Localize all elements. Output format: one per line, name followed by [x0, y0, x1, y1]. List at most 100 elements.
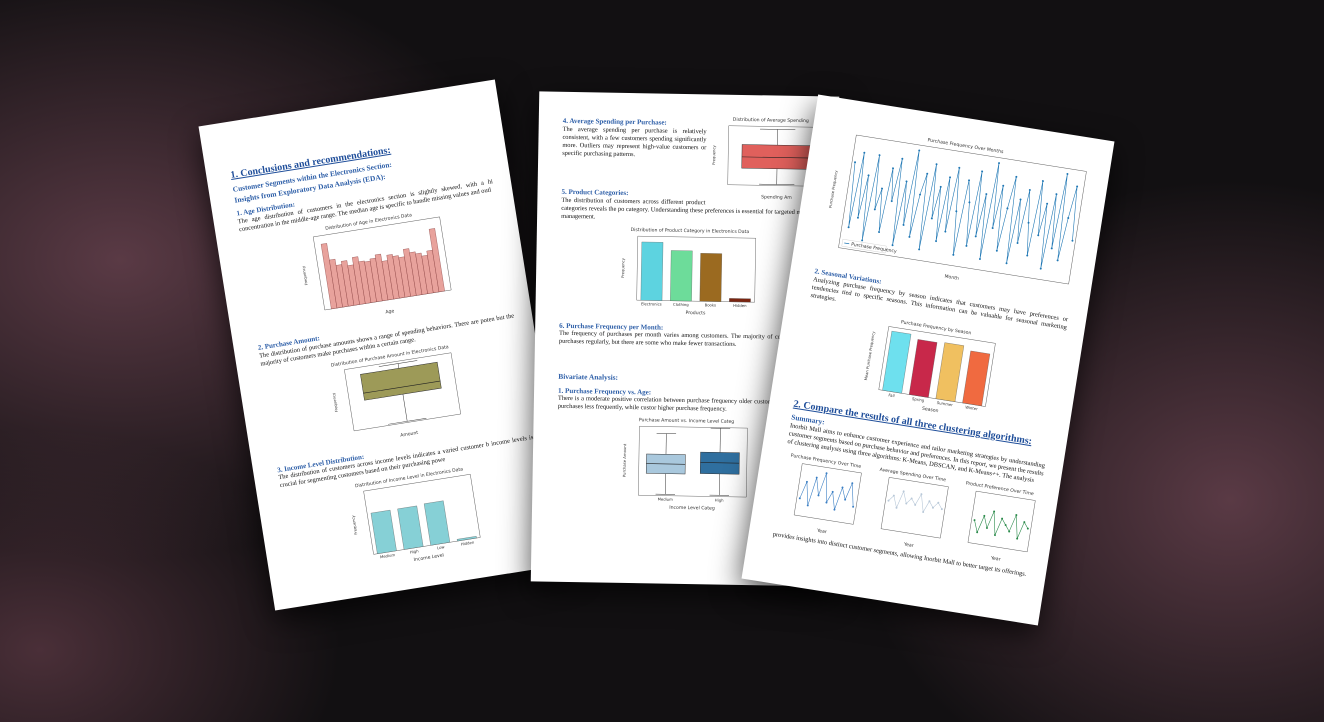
- point: [798, 496, 801, 499]
- point: [1041, 179, 1044, 182]
- point: [1050, 247, 1053, 250]
- y-axis-label: Frequency: [301, 265, 309, 286]
- point: [880, 187, 883, 190]
- point: [1001, 517, 1004, 520]
- plot-frame: [837, 134, 1087, 285]
- whisker: [397, 363, 399, 368]
- legend-swatch: [843, 242, 849, 245]
- point: [1066, 216, 1069, 219]
- bar: [729, 297, 751, 302]
- x-tick-label: High: [715, 498, 724, 503]
- point: [844, 498, 847, 501]
- point: [905, 180, 908, 183]
- x-axis-label: Income Level: [413, 553, 444, 564]
- point: [983, 514, 986, 517]
- point: [973, 518, 976, 521]
- x-tick-label: Electronics: [641, 301, 662, 306]
- point: [910, 496, 913, 499]
- point: [847, 226, 850, 229]
- point: [940, 507, 943, 510]
- x-tick-label: Hidden: [460, 540, 475, 547]
- document-page: 1. Conclusions and recommendations: Custo…: [198, 79, 572, 611]
- point: [851, 481, 854, 484]
- plot-frame: [638, 426, 748, 498]
- x-axis-label: Income Level Categ: [669, 505, 715, 512]
- point: [922, 510, 925, 513]
- point: [877, 230, 880, 233]
- point: [994, 533, 997, 536]
- point: [948, 176, 951, 179]
- point: [997, 162, 1000, 165]
- whisker-cap: [387, 417, 427, 425]
- point: [891, 167, 894, 170]
- point: [1045, 202, 1048, 205]
- chart-figure: Distribution of Average Spending Spending…: [709, 114, 831, 204]
- median: [363, 380, 441, 394]
- point: [860, 239, 863, 242]
- line: [888, 489, 943, 513]
- point: [943, 230, 946, 233]
- point: [895, 506, 898, 509]
- plot-frame: [880, 476, 949, 538]
- point: [980, 170, 983, 173]
- x-axis-label: Year: [903, 541, 915, 549]
- point: [1001, 184, 1004, 187]
- point: [892, 494, 895, 497]
- point: [905, 501, 908, 504]
- x-axis-label: Products: [685, 310, 706, 316]
- point: [951, 253, 954, 256]
- bar: [935, 342, 965, 402]
- chart: Distribution of Income Level in Electron…: [350, 467, 481, 564]
- y-axis-label: Frequency: [331, 391, 339, 412]
- median: [646, 463, 686, 465]
- point: [1039, 267, 1042, 270]
- bar: [397, 505, 424, 550]
- x-tick-label: Clothing: [673, 301, 689, 306]
- point: [878, 154, 881, 157]
- line: [847, 150, 1077, 269]
- point: [852, 505, 855, 508]
- bar: [670, 249, 693, 301]
- point: [902, 489, 905, 492]
- x-axis-label: Year: [816, 527, 828, 535]
- point: [1014, 175, 1017, 178]
- chart: Distribution of Purchase Amount in Elect…: [330, 344, 461, 438]
- whisker-cap: [378, 359, 418, 367]
- chart-title: Purchase Amount vs. Income Level Categ: [639, 417, 735, 425]
- point: [1070, 239, 1073, 242]
- y-axis-label: Frequency: [350, 514, 358, 535]
- point: [841, 486, 844, 489]
- chart-figure: Distribution of Product Category in Elec…: [559, 223, 819, 320]
- point: [957, 166, 960, 169]
- bar: [882, 330, 912, 394]
- x-tick-label: Hidden: [733, 302, 747, 307]
- point: [986, 526, 989, 529]
- point: [1025, 254, 1028, 257]
- y-axis-label: Purchase Amount: [622, 443, 628, 477]
- point: [920, 492, 923, 495]
- point: [954, 210, 957, 213]
- point: [964, 244, 967, 247]
- plot-frame: [793, 462, 862, 525]
- plot-frame: [363, 474, 481, 555]
- point: [1016, 241, 1019, 244]
- point: [925, 172, 928, 175]
- point: [917, 149, 920, 152]
- point: [1026, 527, 1029, 530]
- whisker-cap: [759, 183, 795, 186]
- point: [1028, 188, 1031, 191]
- point: [1005, 262, 1008, 265]
- x-axis-label: Month: [944, 274, 959, 282]
- point: [935, 163, 938, 166]
- chart: Distribution of Average Spending Spending…: [711, 117, 827, 201]
- point: [984, 193, 987, 196]
- point: [967, 201, 970, 204]
- point: [978, 257, 981, 260]
- point: [1019, 198, 1022, 201]
- point: [991, 226, 994, 229]
- y-axis-label: Frequency: [620, 257, 625, 277]
